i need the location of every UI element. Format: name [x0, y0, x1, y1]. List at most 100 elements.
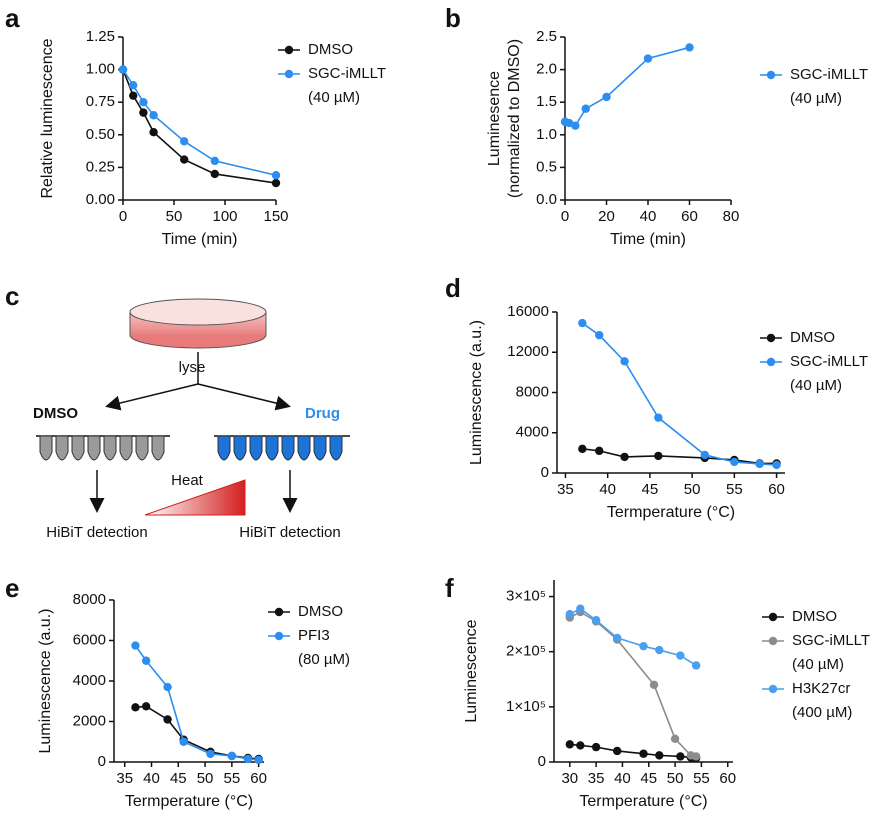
data-point: [685, 43, 694, 52]
x-tick-label: 35: [116, 770, 133, 787]
x-tick-label: 60: [681, 208, 698, 225]
data-point: [210, 156, 219, 166]
data-point: [620, 452, 629, 462]
series-line: [582, 448, 777, 465]
data-point: [595, 446, 604, 456]
legend-note: (40 µM): [790, 90, 842, 107]
x-tick-label: 50: [667, 770, 684, 787]
data-point: [591, 616, 601, 625]
y-tick-label: 16000: [507, 303, 549, 320]
data-point: [691, 752, 701, 761]
arrow: [197, 383, 291, 411]
tube: [281, 435, 295, 461]
data-point: [578, 318, 587, 328]
y-axis-label: Luminescence (a.u.): [468, 320, 485, 465]
x-tick-label: 40: [599, 481, 616, 498]
legend-note: (400 µM): [792, 704, 852, 721]
tube: [39, 435, 53, 461]
data-point: [141, 656, 151, 665]
data-point: [576, 604, 585, 613]
series-line: [122, 69, 277, 177]
legend-marker: [766, 357, 776, 367]
y-tick-label: 2×10⁵: [506, 643, 546, 660]
legend-marker: [274, 631, 284, 641]
data-point: [163, 682, 172, 692]
diagram-label: HiBiT detection: [239, 524, 340, 541]
legend-label: SGC-iMLLT: [308, 65, 386, 82]
legend-note: (40 µM): [790, 377, 842, 394]
legend-label: SGC-iMLLT: [790, 66, 868, 83]
data-point: [676, 651, 685, 660]
diagram: lyse DMSO Drug Heat HiBiT detection HiBi…: [33, 298, 350, 541]
x-tick-label: 40: [143, 770, 160, 787]
data-point: [755, 459, 764, 469]
data-point: [149, 111, 158, 120]
x-tick-label: 55: [693, 770, 710, 787]
data-point: [602, 92, 611, 102]
y-tick-label: 0.00: [86, 191, 115, 208]
data-point: [180, 137, 189, 146]
tube: [71, 435, 85, 461]
y-axis-label: (normalized to DMSO): [506, 39, 523, 198]
y-tick-label: 1.0: [536, 126, 557, 143]
data-point: [149, 127, 158, 137]
x-tick-label: 50: [684, 481, 701, 498]
x-tick-label: 60: [768, 481, 785, 498]
series-line: [122, 69, 277, 184]
x-tick-label: 40: [640, 208, 657, 225]
legend-label: DMSO: [298, 603, 343, 620]
data-point: [163, 715, 172, 724]
tube: [233, 435, 247, 461]
x-tick-label: 150: [263, 208, 288, 225]
tube: [329, 435, 343, 461]
data-point: [691, 661, 701, 670]
x-tick-label: 55: [726, 481, 743, 498]
x-tick-label: 45: [642, 481, 659, 498]
y-tick-label: 2.0: [536, 61, 557, 78]
data-point: [565, 740, 574, 749]
heat-gradient: [144, 479, 246, 516]
x-tick-label: 50: [166, 208, 183, 225]
panel-letter: b: [445, 3, 461, 33]
panel-letter: c: [5, 281, 19, 311]
x-tick-label: 55: [224, 770, 241, 787]
legend-marker: [284, 69, 294, 79]
legend-note: (40 µM): [792, 656, 844, 673]
data-point: [649, 680, 659, 689]
data-point: [571, 121, 580, 130]
y-axis-label: Relative luminescence: [39, 38, 56, 198]
y-tick-label: 0.50: [86, 126, 115, 143]
legend-label: SGC-iMLLT: [792, 632, 870, 649]
y-tick-label: 1.00: [86, 61, 115, 78]
x-tick-label: 30: [561, 770, 578, 787]
series-line: [134, 645, 259, 761]
series-line: [581, 322, 777, 466]
data-point: [141, 702, 151, 711]
data-point: [620, 357, 629, 366]
data-point: [655, 645, 664, 655]
x-tick-label: 35: [588, 770, 605, 787]
data-point: [639, 749, 648, 758]
data-point: [210, 169, 219, 179]
x-tick-label: 40: [614, 770, 631, 787]
y-tick-label: 4000: [73, 672, 106, 689]
tube: [151, 435, 165, 461]
data-point: [612, 633, 622, 643]
y-tick-label: 1.5: [536, 93, 557, 110]
x-axis-label: Termperature (°C): [607, 504, 735, 521]
series-line: [135, 705, 259, 760]
data-point: [139, 108, 148, 117]
tube: [135, 435, 149, 461]
legend-marker: [768, 684, 778, 694]
y-tick-label: 0.25: [86, 158, 115, 175]
legend-label: SGC-iMLLT: [790, 353, 868, 370]
legend-note: (40 µM): [308, 89, 360, 106]
data-point: [271, 171, 281, 180]
x-tick-label: 80: [723, 208, 740, 225]
diagram-label: HiBiT detection: [46, 524, 147, 541]
data-point: [581, 104, 590, 113]
panel-letter: a: [5, 3, 20, 33]
data-point: [670, 734, 680, 744]
x-tick-label: 60: [250, 770, 267, 787]
